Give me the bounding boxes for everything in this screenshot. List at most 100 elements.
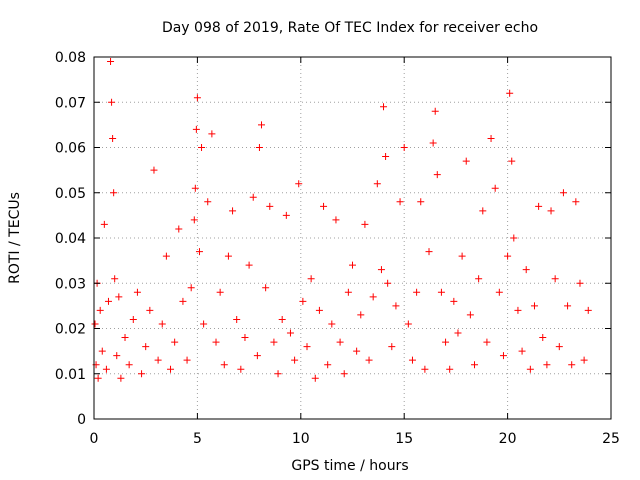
data-point <box>340 370 348 378</box>
data-point <box>91 320 99 328</box>
data-point <box>102 365 110 373</box>
data-point <box>458 252 466 260</box>
data-point <box>241 334 249 342</box>
y-tick-label: 0.05 <box>55 186 86 202</box>
data-point <box>171 338 179 346</box>
data-point <box>291 356 299 364</box>
data-point <box>142 343 150 351</box>
data-point <box>425 248 433 256</box>
data-point <box>253 352 261 360</box>
data-point <box>510 234 518 242</box>
data-point <box>233 315 241 323</box>
x-axis-label: GPS time / hours <box>291 458 408 474</box>
data-point <box>107 58 115 66</box>
data-point <box>146 306 154 314</box>
data-point <box>111 275 119 283</box>
data-point <box>535 202 543 210</box>
data-point <box>365 356 373 364</box>
data-point <box>108 98 116 106</box>
data-point <box>286 329 294 337</box>
data-point <box>96 306 104 314</box>
data-point <box>551 275 559 283</box>
data-point <box>377 266 385 274</box>
data-point <box>471 361 479 369</box>
data-point <box>307 275 315 283</box>
data-point <box>121 334 129 342</box>
data-point <box>100 220 108 228</box>
y-axis-label: ROTI / TECUs <box>7 192 23 284</box>
data-point <box>133 288 141 296</box>
y-tick-label: 0.03 <box>55 276 86 292</box>
data-point <box>320 202 328 210</box>
data-point <box>328 320 336 328</box>
data-point <box>576 279 584 287</box>
data-point <box>514 306 522 314</box>
data-point <box>462 157 470 165</box>
data-point <box>450 297 458 305</box>
data-point <box>192 125 200 133</box>
data-point <box>518 347 526 355</box>
data-point <box>278 315 286 323</box>
data-point <box>408 356 416 364</box>
data-point <box>466 311 474 319</box>
data-point <box>353 347 361 355</box>
data-point <box>404 320 412 328</box>
data-point <box>499 352 507 360</box>
data-point <box>266 202 274 210</box>
data-point <box>110 189 118 197</box>
x-tick-label: 10 <box>292 431 310 447</box>
data-point <box>417 198 425 206</box>
data-point <box>115 293 123 301</box>
data-point <box>255 144 263 151</box>
data-point <box>274 370 282 378</box>
data-point <box>125 361 133 369</box>
data-point <box>167 365 175 373</box>
data-point <box>504 252 512 260</box>
labels-layer: 0 0.01 0.02 0.03 0.04 0.05 0.06 0.07 0.08 0 5 10 15 2… <box>55 50 620 447</box>
x-tick-label: 25 <box>602 431 620 447</box>
data-point <box>522 266 530 274</box>
data-point <box>183 356 191 364</box>
ticks-layer <box>93 56 612 420</box>
data-point <box>224 252 232 260</box>
data-point <box>572 198 580 206</box>
data-point <box>530 302 538 310</box>
data-point <box>431 107 439 115</box>
data-point <box>109 134 117 142</box>
data-point <box>454 329 462 337</box>
data-point <box>357 311 365 319</box>
data-point <box>336 338 344 346</box>
data-point <box>433 171 441 179</box>
data-point <box>158 320 166 328</box>
data-point <box>138 370 146 378</box>
data-point <box>229 207 237 215</box>
data-point <box>191 184 199 192</box>
data-point <box>413 288 421 296</box>
data-point <box>526 365 534 373</box>
data-point <box>382 153 390 161</box>
data-point <box>437 288 445 296</box>
x-tick-label: 15 <box>395 431 413 447</box>
data-point <box>208 130 216 138</box>
data-point <box>104 297 112 305</box>
data-point <box>324 361 332 369</box>
data-point <box>237 365 245 373</box>
data-point <box>491 184 499 192</box>
data-point <box>543 361 551 369</box>
data-point <box>262 284 270 292</box>
data-point <box>311 374 319 382</box>
data-point <box>559 189 567 197</box>
data-point <box>303 343 311 351</box>
x-tick-label: 5 <box>193 431 202 447</box>
data-point <box>94 374 102 382</box>
data-point <box>190 216 198 224</box>
data-point <box>193 94 201 102</box>
data-point <box>129 315 137 323</box>
data-point <box>282 211 290 219</box>
data-point <box>332 216 340 224</box>
data-point <box>400 144 408 151</box>
data-point <box>150 166 158 174</box>
data-point <box>299 297 307 305</box>
data-point <box>396 198 404 206</box>
